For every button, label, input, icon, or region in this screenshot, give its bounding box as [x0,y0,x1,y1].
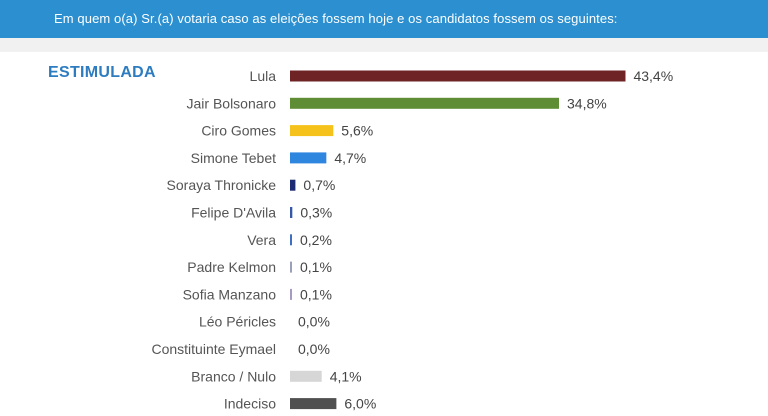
chart-card [0,52,768,416]
category-label: Léo Péricles [199,314,276,330]
bar [290,288,292,300]
value-label: 34,8% [567,95,607,111]
bar [290,97,560,109]
category-label: Sofia Manzano [183,286,277,302]
value-label: 0,0% [298,341,330,357]
category-label: Indeciso [224,396,276,412]
poll-type-badge: ESTIMULADA [48,64,156,81]
value-label: 43,4% [633,68,673,84]
category-label: Padre Kelmon [187,259,276,275]
question-header: Em quem o(a) Sr.(a) votaria caso as elei… [0,0,768,38]
category-label: Felipe D'Avila [191,205,276,221]
bar [290,125,334,137]
question-text: Em quem o(a) Sr.(a) votaria caso as elei… [54,11,618,26]
bar [290,261,292,273]
value-label: 0,1% [300,259,332,275]
bar [290,152,327,164]
bar [290,370,322,382]
value-label: 6,0% [344,396,376,412]
category-label: Constituinte Eymael [151,341,276,357]
value-label: 0,2% [300,232,332,248]
value-label: 0,7% [303,177,335,193]
bar [290,398,337,410]
category-label: Ciro Gomes [201,123,276,139]
value-label: 0,1% [300,286,332,302]
category-label: Branco / Nulo [191,368,276,384]
value-label: 0,3% [300,205,332,221]
bar [290,234,292,246]
value-label: 5,6% [341,123,373,139]
category-label: Simone Tebet [191,150,276,166]
category-label: Soraya Thronicke [167,177,277,193]
bar [290,179,296,191]
category-label: Lula [250,68,277,84]
value-label: 0,0% [298,314,330,330]
bar [290,70,626,82]
category-label: Jair Bolsonaro [187,95,277,111]
value-label: 4,7% [334,150,366,166]
value-label: 4,1% [330,368,362,384]
category-label: Vera [247,232,276,248]
bar [290,207,293,218]
